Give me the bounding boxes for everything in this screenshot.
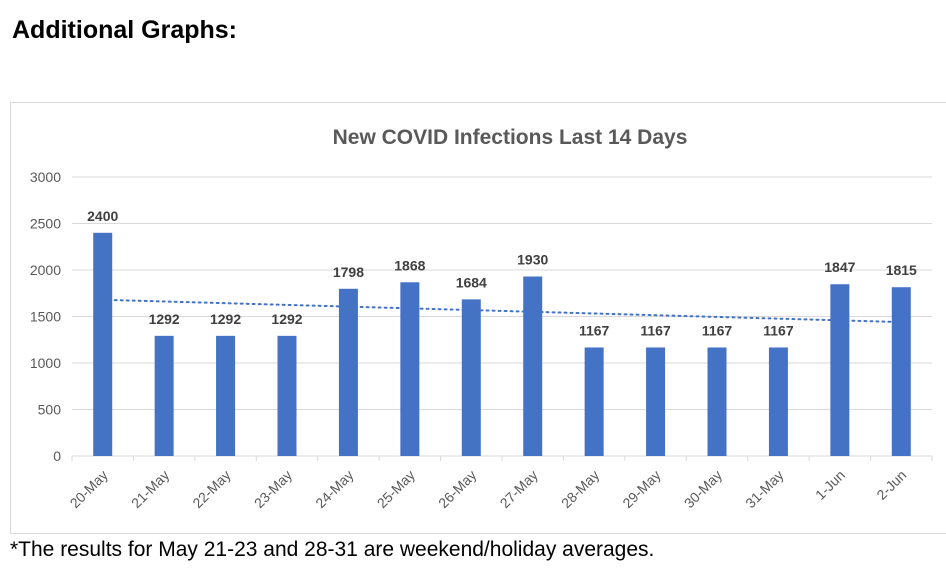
data-label: 1167 (763, 322, 794, 338)
x-tick-label: 2-Jun (873, 467, 909, 503)
x-tick-label: 21-May (128, 467, 172, 511)
y-tick-label: 500 (38, 402, 62, 418)
bar (584, 347, 604, 456)
bar (400, 282, 420, 456)
x-tick-label: 23-May (251, 467, 295, 511)
bar (338, 288, 358, 456)
y-tick-label: 1500 (30, 309, 61, 325)
x-tick-label: 22-May (189, 467, 233, 511)
data-label: 1167 (640, 322, 671, 338)
data-label: 1684 (456, 274, 487, 290)
trendline (101, 298, 903, 324)
y-tick-label: 0 (53, 448, 61, 464)
x-tick-label: 29-May (619, 467, 663, 511)
page-heading: Additional Graphs: (12, 16, 237, 44)
data-label: 1930 (517, 252, 548, 268)
bar (830, 284, 850, 456)
data-label: 1292 (149, 311, 180, 327)
y-tick-label: 2000 (30, 262, 61, 278)
x-tick-label: 27-May (497, 467, 541, 511)
y-tick-label: 2500 (30, 216, 61, 232)
bar (154, 335, 174, 456)
x-tick-label: 26-May (435, 467, 479, 511)
bar (768, 347, 788, 456)
x-tick-label: 31-May (742, 467, 786, 511)
bar (891, 287, 911, 456)
data-label: 1847 (824, 259, 855, 275)
x-tick-label: 30-May (681, 467, 725, 511)
x-tick-label: 25-May (374, 467, 418, 511)
data-label: 1292 (210, 311, 241, 327)
bar (277, 335, 297, 456)
data-label: 1815 (886, 262, 917, 278)
data-label: 1868 (394, 257, 425, 273)
data-label: 1167 (579, 322, 610, 338)
data-label: 1292 (271, 311, 302, 327)
x-tick-label: 20-May (67, 467, 111, 511)
chart-container: New COVID Infections Last 14 Days 0 500 100… (10, 102, 946, 534)
bar (646, 347, 666, 456)
data-label: 1167 (702, 322, 733, 338)
bar (461, 299, 481, 456)
footnote: *The results for May 21-23 and 28-31 are… (10, 538, 655, 561)
x-tick-label: 1-Jun (812, 467, 848, 503)
x-tick-label: 24-May (312, 467, 356, 511)
chart-title: New COVID Infections Last 14 Days (333, 126, 688, 149)
x-tick-label: 28-May (558, 467, 602, 511)
bar (216, 335, 236, 456)
data-label: 1798 (333, 264, 364, 280)
bar (707, 347, 727, 456)
bar-chart: New COVID Infections Last 14 Days 0 500 100… (30, 126, 933, 511)
y-tick-label: 3000 (30, 169, 61, 185)
bar (523, 276, 543, 456)
y-tick-label: 1000 (30, 355, 61, 371)
data-label: 2400 (87, 208, 118, 224)
bar (93, 232, 113, 456)
